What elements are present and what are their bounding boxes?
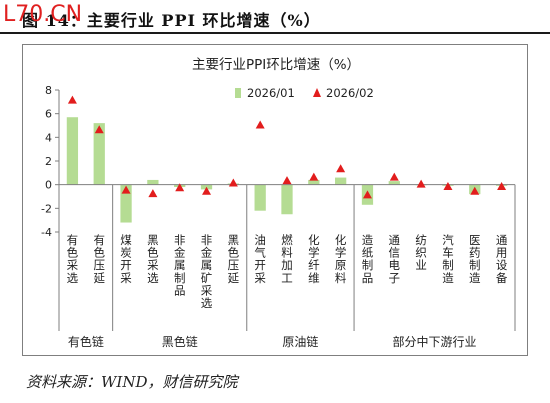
marker-10 — [309, 172, 319, 181]
legend-label-series-1: 2026/01 — [247, 86, 295, 100]
group-label-3: 原油链 — [282, 334, 318, 349]
x-tick-label: 通用设备 — [496, 233, 508, 285]
x-tick-label: 非金属矿采选 — [201, 233, 213, 310]
x-tick-label: 黑色压延 — [228, 233, 240, 285]
bar-4 — [147, 179, 159, 185]
marker-7 — [228, 178, 238, 187]
legend-label-series-2: 2026/02 — [326, 86, 374, 100]
marker-15 — [443, 182, 453, 191]
marker-1 — [67, 95, 77, 104]
y-tick-label: -4 — [41, 226, 52, 239]
bar-13 — [388, 181, 400, 185]
marker-4 — [148, 189, 158, 198]
legend-bar-swatch — [235, 88, 241, 98]
x-tick-label: 化学纤维 — [308, 233, 320, 285]
marker-11 — [336, 164, 346, 173]
source-note: 资料来源：WIND，财信研究院 — [26, 373, 238, 391]
figure-header: 图 14：主要行业 PPI 环比增速（%） L70.CN — [0, 0, 550, 34]
chart-title: 主要行业PPI环比增速（%） — [192, 57, 360, 73]
x-tick-label: 油气开采 — [254, 233, 266, 285]
x-tick-label: 煤炭开采 — [120, 233, 132, 285]
x-tick-label: 化学原料 — [335, 233, 347, 285]
y-tick-label: 8 — [45, 84, 52, 97]
figure-title: 图 14：主要行业 PPI 环比增速（%） — [22, 11, 321, 30]
bar-10 — [308, 179, 320, 185]
marker-14 — [416, 179, 426, 188]
x-tick-label: 医药制造 — [469, 233, 481, 285]
watermark: L70.CN — [3, 2, 83, 27]
x-tick-label: 通信电子 — [389, 233, 401, 285]
chart-svg: 主要行业PPI环比增速（%） 2026/01 2026/02 -4 -2 0 2 4 6 8… — [41, 57, 516, 349]
marker-8 — [255, 120, 265, 129]
chart-frame: 主要行业PPI环比增速（%） 2026/01 2026/02 -4 -2 0 2 4 6 8… — [22, 44, 528, 356]
x-tick-label: 造纸制品 — [362, 233, 374, 285]
x-tick-label: 燃料加工 — [281, 233, 293, 285]
marker-6 — [202, 186, 212, 195]
marker-13 — [389, 172, 399, 181]
marker-3 — [121, 185, 131, 194]
group-label-1: 有色链 — [68, 334, 104, 349]
bar-11 — [335, 177, 347, 185]
y-tick-label: 0 — [45, 179, 52, 192]
group-label-2: 黑色链 — [162, 334, 198, 349]
bar-1 — [66, 117, 79, 185]
y-tick-label: 6 — [45, 108, 52, 121]
y-tick-label: 4 — [45, 131, 52, 144]
bar-2 — [93, 123, 105, 185]
x-tick-label: 有色压延 — [93, 233, 105, 285]
bar-8 — [254, 184, 266, 211]
x-tick-label: 黑色采选 — [147, 233, 159, 285]
bar-9 — [281, 184, 293, 215]
x-tick-label: 非金属制品 — [174, 233, 186, 297]
y-tick-label: -2 — [41, 202, 52, 215]
marker-5 — [175, 183, 185, 192]
marker-2 — [94, 125, 104, 134]
marker-16 — [470, 186, 480, 195]
group-label-4: 部分中下游行业 — [393, 334, 477, 349]
x-tick-label: 汽车制造 — [442, 233, 454, 285]
x-tick-label: 纺织业 — [415, 233, 427, 272]
bar-3 — [120, 184, 132, 223]
legend-marker-swatch — [313, 88, 321, 97]
marker-9 — [282, 176, 292, 185]
x-tick-label: 有色采选 — [67, 233, 79, 285]
y-tick-label: 2 — [45, 155, 52, 168]
marker-17 — [497, 182, 507, 191]
marker-12 — [362, 190, 372, 199]
